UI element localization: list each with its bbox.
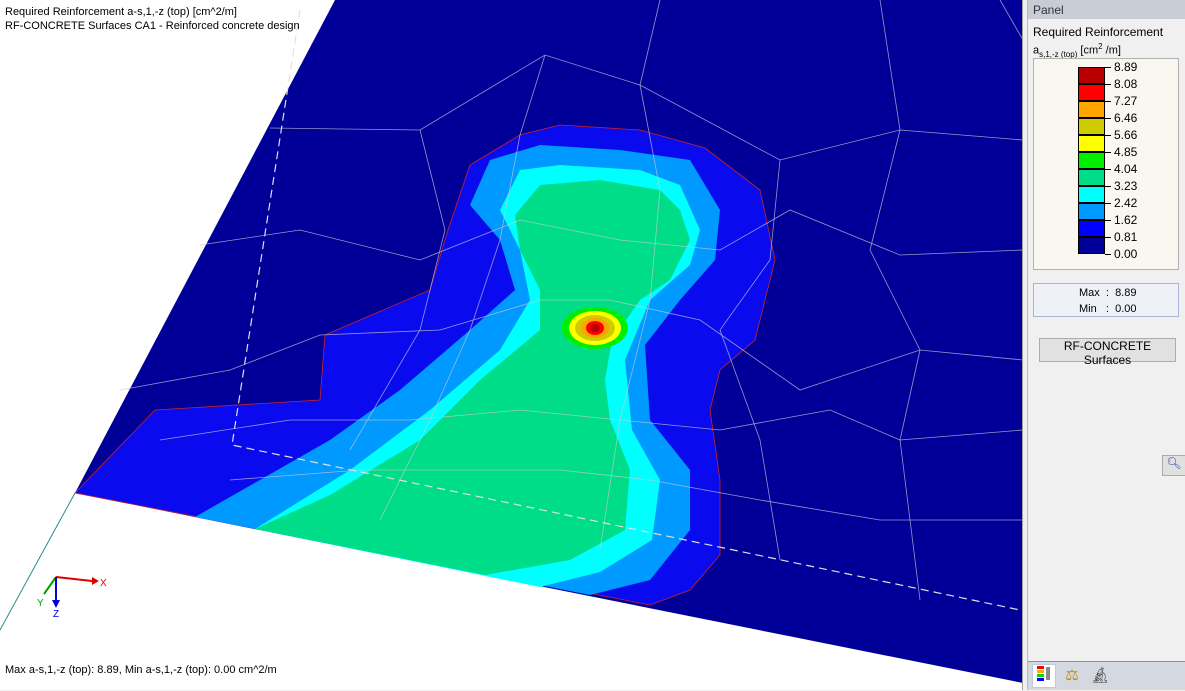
legend-tick — [1105, 254, 1111, 255]
result-subtitle: RF-CONCRETE Surfaces CA1 - Reinforced co… — [5, 20, 300, 32]
contour-plot — [0, 0, 1022, 683]
legend-value: 5.66 — [1114, 128, 1138, 142]
legend-unit: [cm — [1080, 44, 1099, 57]
axis-z-label: Z — [53, 609, 60, 620]
legend-value: 3.23 — [1114, 179, 1138, 193]
hotspot — [562, 307, 628, 349]
legend-unit-exp: 2 — [1098, 42, 1103, 51]
legend-subscript: s,1,-z (top) — [1039, 49, 1078, 59]
legend-swatch — [1078, 84, 1105, 101]
legend-value: 0.00 — [1114, 247, 1138, 261]
legend-symbol: a — [1033, 44, 1040, 57]
legend-swatch — [1078, 152, 1105, 169]
legend-quantity: as,1,-z (top) [cm2 /m] — [1033, 42, 1121, 59]
legend-tick — [1105, 220, 1111, 221]
panel: Panel Required Reinforcement as,1,-z (to… — [1027, 0, 1185, 690]
max-min-box: Max : 8.89 Min : 0.00 — [1033, 283, 1179, 317]
legend-swatch — [1078, 169, 1105, 186]
legend-title: Required Reinforcement — [1033, 25, 1164, 39]
legend-value: 1.62 — [1114, 213, 1138, 227]
legend-value: 2.42 — [1114, 196, 1138, 210]
max-row: Max : 8.89 — [1079, 287, 1137, 299]
legend-value: 4.04 — [1114, 162, 1138, 176]
legend-swatch — [1078, 237, 1105, 254]
axis-y-label: Y — [37, 598, 44, 609]
legend-value: 6.46 — [1114, 111, 1138, 125]
color-scale-icon[interactable] — [1032, 664, 1056, 688]
legend-value: 4.85 — [1114, 145, 1138, 159]
balance-icon[interactable]: ⚖ — [1065, 667, 1079, 684]
legend-tick — [1105, 152, 1111, 153]
legend-unit-end: /m] — [1102, 44, 1121, 57]
legend-tick — [1105, 101, 1111, 102]
legend-tick — [1105, 186, 1111, 187]
panel-tabs: ⚖ 🔬︎ — [1028, 661, 1185, 690]
result-title: Required Reinforcement a-s,1,-z (top) [c… — [5, 6, 237, 18]
legend-tick — [1105, 67, 1111, 68]
legend-swatch — [1078, 186, 1105, 203]
legend-swatch — [1078, 203, 1105, 220]
3d-viewport[interactable]: Required Reinforcement a-s,1,-z (top) [c… — [0, 0, 1023, 690]
legend-tick — [1105, 169, 1111, 170]
axis-triad — [43, 576, 99, 608]
max-value: 8.89 — [1115, 287, 1137, 299]
dashed-boundary — [231, 9, 1021, 611]
rf-concrete-surfaces-button[interactable]: RF-CONCRETE Surfaces — [1039, 338, 1176, 367]
min-label: Min — [1079, 303, 1097, 315]
min-row: Min : 0.00 — [1079, 303, 1137, 315]
legend-tick — [1105, 237, 1111, 238]
legend-tick — [1105, 84, 1111, 85]
legend-tick — [1105, 118, 1111, 119]
max-label: Max — [1079, 287, 1100, 299]
axis-x-label: X — [100, 578, 107, 589]
fe-mesh — [119, 0, 1022, 601]
legend-value: 7.27 — [1114, 94, 1138, 108]
legend-tick — [1105, 203, 1111, 204]
min-value: 0.00 — [1115, 303, 1137, 315]
legend-value: 8.08 — [1114, 77, 1138, 91]
microscope-icon[interactable]: 🔬︎ — [1090, 667, 1110, 684]
panel-header: Panel — [1028, 0, 1185, 19]
contour-green — [255, 180, 690, 575]
legend-value: 0.81 — [1114, 230, 1138, 244]
legend-value: 8.89 — [1114, 60, 1138, 74]
legend-swatch — [1078, 220, 1105, 237]
zoom-list-icon[interactable]: 🔍︎ — [1162, 455, 1185, 476]
slab-edge-line — [0, 492, 76, 631]
legend-swatch — [1078, 67, 1105, 84]
legend-swatch — [1078, 118, 1105, 135]
legend-swatch — [1078, 101, 1105, 118]
color-legend: 8.89 8.08 7.27 6.46 5.66 4.85 4.04 3.23 2.42 1.62… — [1033, 58, 1179, 270]
legend-swatch — [1078, 135, 1105, 152]
legend-tick — [1105, 135, 1111, 136]
max-min-status: Max a-s,1,-z (top): 8.89, Min a-s,1,-z (… — [5, 664, 277, 676]
